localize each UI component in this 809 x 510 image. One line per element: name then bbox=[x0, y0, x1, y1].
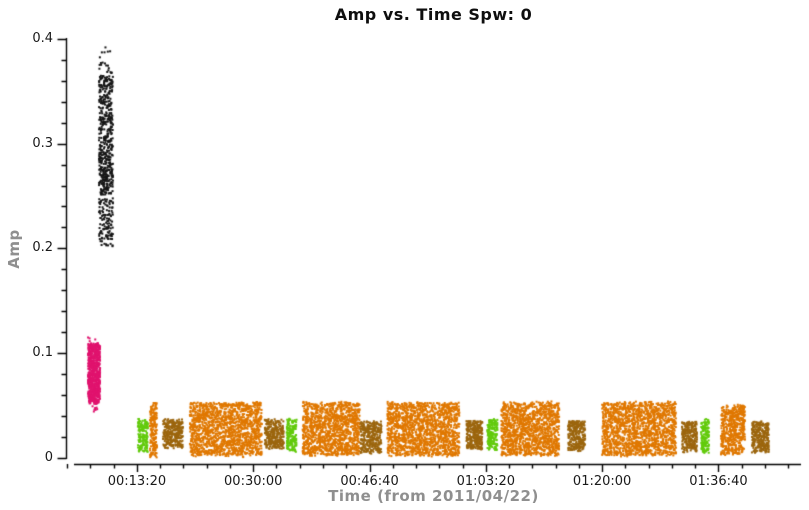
x-axis-tick-label: 00:46:40 bbox=[340, 474, 399, 489]
x-axis-tick-label: 01:36:40 bbox=[689, 474, 748, 489]
y-axis-tick-label: 0.4 bbox=[32, 31, 53, 47]
x-axis-tick-label: 01:20:00 bbox=[572, 474, 632, 489]
x-axis-tick-label: 00:30:00 bbox=[224, 474, 283, 489]
y-axis-tick-label: 0.1 bbox=[32, 344, 53, 360]
y-axis-tick-label: 0 bbox=[44, 449, 53, 465]
plot-title: Amp vs. Time Spw: 0 bbox=[334, 5, 533, 24]
x-axis-label: Time (from 2011/04/22) bbox=[328, 487, 539, 505]
y-axis-tick-label: 0.2 bbox=[32, 240, 53, 256]
x-axis-tick-label: 01:03:20 bbox=[456, 474, 516, 489]
y-axis-tick-label: 0.3 bbox=[32, 135, 53, 151]
x-axis-tick-label: 00:13:20 bbox=[107, 474, 167, 489]
